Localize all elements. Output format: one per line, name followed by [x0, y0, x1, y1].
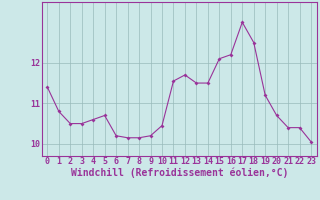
X-axis label: Windchill (Refroidissement éolien,°C): Windchill (Refroidissement éolien,°C) [70, 168, 288, 178]
